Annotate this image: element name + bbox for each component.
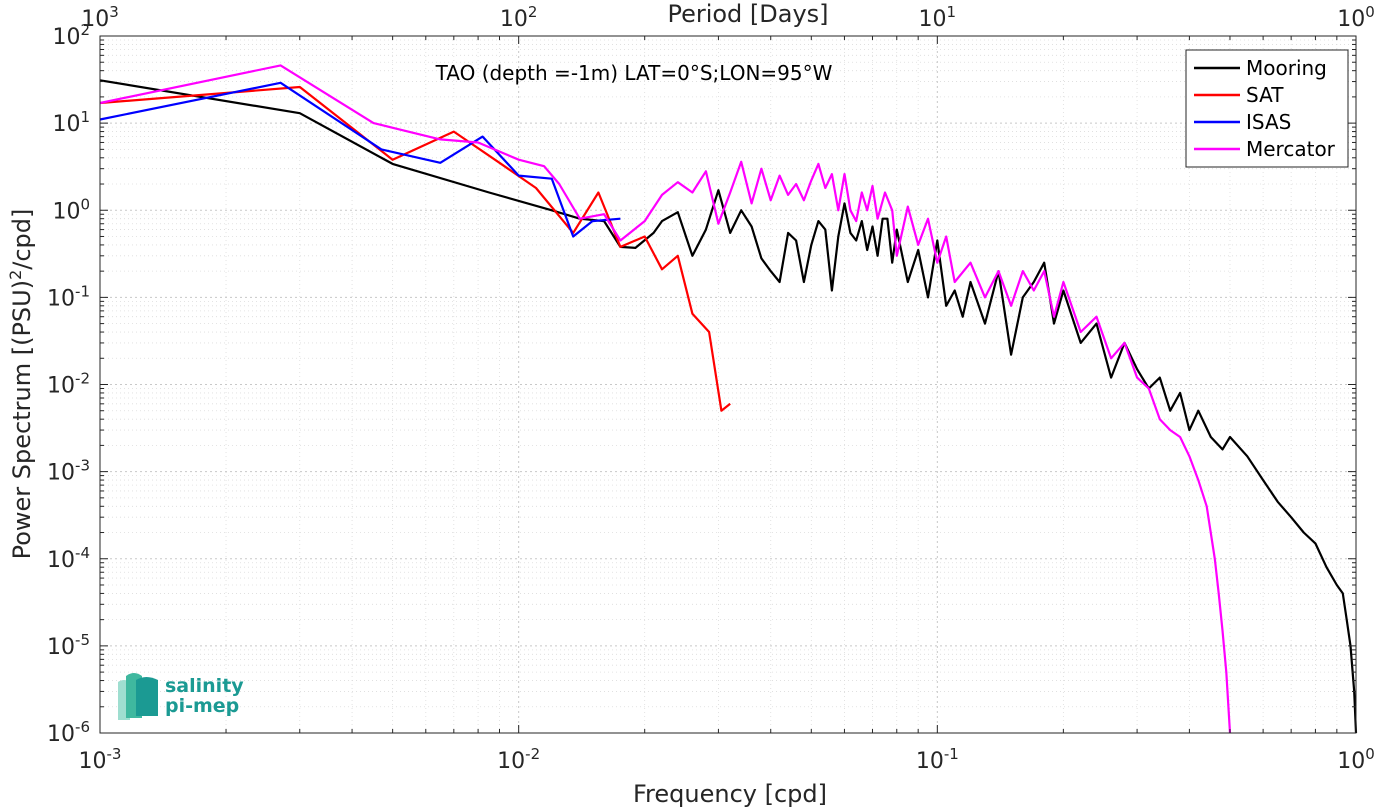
plot-area <box>100 36 1356 733</box>
legend: Mooring SAT ISAS Mercator <box>1185 49 1349 168</box>
series-line-mercator <box>99 64 1232 734</box>
x-tick-label: 10-3 <box>79 745 122 774</box>
logo-line-2: pi-mep <box>165 695 239 717</box>
y-tick-label: 10-3 <box>47 457 90 486</box>
y-tick-label: 10-4 <box>47 544 90 573</box>
x-tick-label: 10-2 <box>497 745 540 774</box>
y-tick-label: 102 <box>52 21 90 50</box>
series-layer <box>99 64 1358 734</box>
logo-wave-icon <box>118 673 158 720</box>
y-tick-label: 100 <box>52 195 90 224</box>
legend-label-sat: SAT <box>1246 83 1284 107</box>
x-axis-label: Frequency [cpd] <box>633 780 827 808</box>
top-tick-label: 103 <box>81 3 119 32</box>
salinity-pi-mep-logo: salinity pi-mep <box>118 673 244 720</box>
x-tick-label: 10-1 <box>916 745 959 774</box>
y-tick-label: 10-5 <box>47 631 90 660</box>
y-tick-label: 101 <box>52 108 90 137</box>
top-tick-label: 101 <box>919 3 957 32</box>
series-line-isas <box>99 81 621 238</box>
legend-label-mooring: Mooring <box>1246 56 1327 80</box>
legend-label-isas: ISAS <box>1246 110 1291 134</box>
x-tick-label: 100 <box>1337 745 1375 774</box>
chart-title: TAO (depth =-1m) LAT=0°S;LON=95°W <box>435 61 833 85</box>
y-tick-label: 10-6 <box>47 718 90 747</box>
logo-line-1: salinity <box>165 675 244 697</box>
top-axis-label: Period [Days] <box>667 0 828 28</box>
grid <box>99 35 1357 734</box>
y-axis-label: Power Spectrum [(PSU)2/cpd] <box>6 209 37 560</box>
y-tick-label: 10-1 <box>47 282 90 311</box>
top-tick-label: 102 <box>500 3 538 32</box>
legend-box <box>1185 49 1349 168</box>
y-tick-label: 10-2 <box>47 370 90 399</box>
top-tick-label: 100 <box>1337 3 1375 32</box>
legend-label-mercator: Mercator <box>1246 137 1336 161</box>
